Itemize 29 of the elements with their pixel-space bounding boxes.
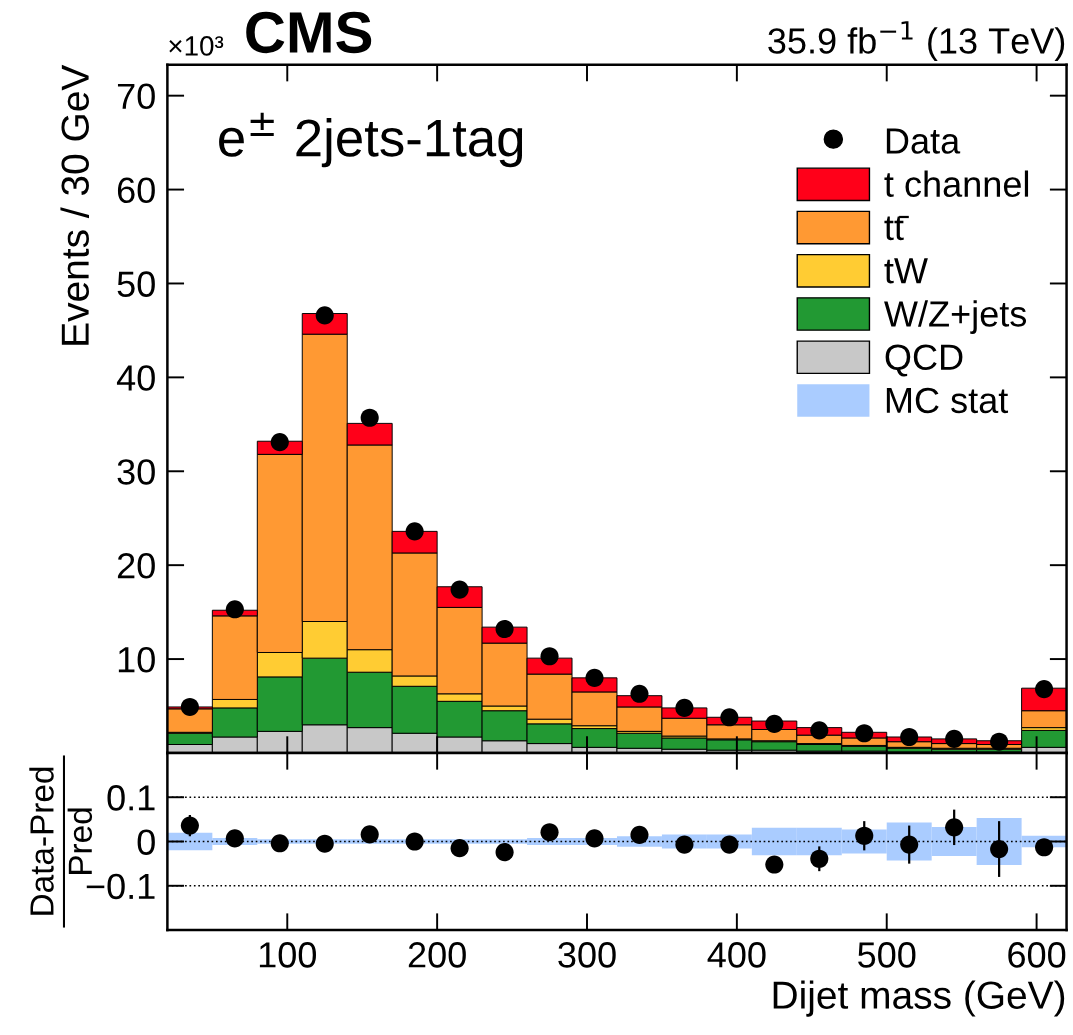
x-tick-label: 400 bbox=[707, 942, 766, 968]
legend-label: tW bbox=[884, 258, 928, 284]
y-tick-label: 70 bbox=[117, 83, 155, 110]
y-axis-title: Events / 30 GeV bbox=[60, 64, 89, 345]
y-tick-label: 0.1 bbox=[107, 785, 155, 811]
y-tick-label: 60 bbox=[117, 177, 155, 204]
x-tick-label: 200 bbox=[408, 942, 466, 968]
y-tick-label: 0 bbox=[137, 829, 155, 855]
y-tick-label: 40 bbox=[116, 365, 155, 391]
legend-label: Data bbox=[886, 128, 961, 154]
chart-title: CMS bbox=[246, 11, 372, 54]
y-tick-label: 30 bbox=[117, 459, 155, 485]
y-tick-label: 10 bbox=[118, 646, 155, 673]
annotation: e$^{±}$ 2jets-1tag bbox=[219, 112, 523, 168]
x-tick-label: 300 bbox=[558, 942, 616, 968]
y-tick-label: 50 bbox=[117, 271, 155, 297]
legend-label: t channel bbox=[884, 170, 1029, 198]
x-tick-label: 100 bbox=[259, 942, 316, 968]
x-axis-title: Dijet mass (GeV) bbox=[773, 980, 1065, 1017]
legend-label: tt̄ bbox=[884, 215, 909, 241]
x-tick-label: 500 bbox=[858, 942, 916, 968]
y-tick-label: 20 bbox=[117, 553, 155, 579]
legend-label: QCD bbox=[885, 344, 963, 377]
x-tick-label: 600 bbox=[1008, 942, 1066, 968]
legend-label: MC stat bbox=[886, 387, 1009, 414]
y-tick-label: −0.1 bbox=[86, 873, 155, 900]
chart-subtitle: 35.9 fb$^{−1}$ (13 TeV) bbox=[768, 21, 1065, 61]
text: ×10³ bbox=[169, 36, 224, 56]
legend-label: W/Z+jets bbox=[884, 300, 1027, 334]
